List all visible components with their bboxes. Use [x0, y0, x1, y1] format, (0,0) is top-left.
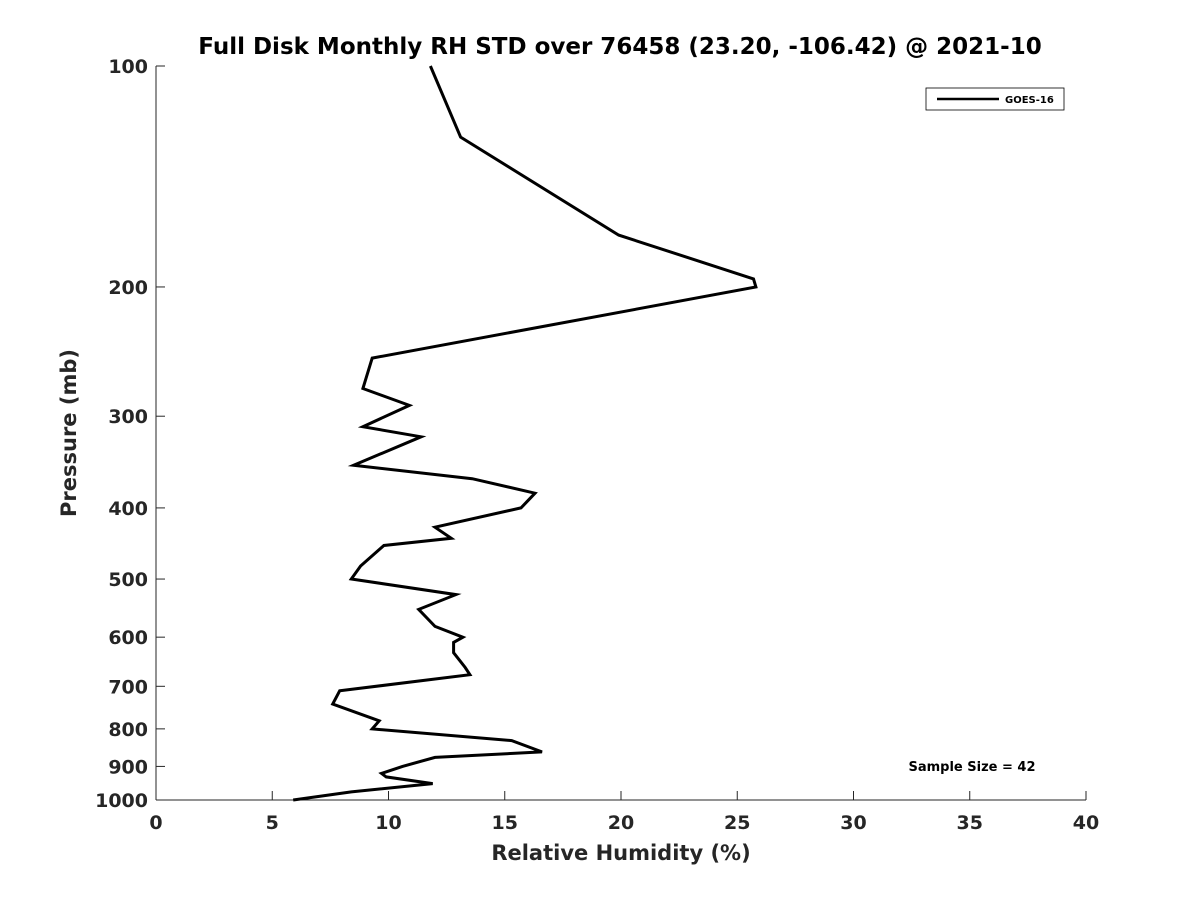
legend-entry-label: GOES-16: [1005, 95, 1054, 106]
x-tick-label: 35: [957, 812, 983, 834]
y-tick-label: 800: [108, 719, 148, 741]
x-tick-label: 20: [608, 812, 634, 834]
y-tick-label: 200: [108, 277, 148, 299]
chart-title: Full Disk Monthly RH STD over 76458 (23.…: [198, 34, 1042, 60]
y-tick-label: 1000: [95, 790, 148, 812]
series-layer: [292, 65, 758, 802]
x-tick-label: 15: [492, 812, 518, 834]
y-axis-label: Pressure (mb): [57, 349, 81, 517]
legend: GOES-16: [925, 87, 1065, 111]
x-tick-label: 5: [266, 812, 279, 834]
axes: [155, 66, 1086, 801]
x-tick-label: 25: [724, 812, 750, 834]
x-axis-label: Relative Humidity (%): [491, 841, 750, 865]
y-tick-label: 600: [108, 627, 148, 649]
y-tick-label: 400: [108, 498, 148, 520]
y-tick-label: 100: [108, 56, 148, 78]
y-tick-label: 700: [108, 676, 148, 698]
sample-size-annotation: Sample Size = 42: [908, 760, 1035, 775]
x-tick-label: 30: [840, 812, 866, 834]
x-ticks: 0 5 10 15 20 25 30 35 40: [149, 791, 1099, 834]
x-tick-label: 0: [149, 812, 162, 834]
series-line: [292, 65, 758, 802]
y-tick-label: 300: [108, 406, 148, 428]
y-tick-label: 900: [108, 756, 148, 778]
x-tick-label: 10: [375, 812, 401, 834]
y-ticks: 100 200 300 400 500 600 700 800 900 1000: [95, 56, 165, 812]
x-tick-label: 40: [1073, 812, 1099, 834]
y-tick-label: 500: [108, 569, 148, 591]
